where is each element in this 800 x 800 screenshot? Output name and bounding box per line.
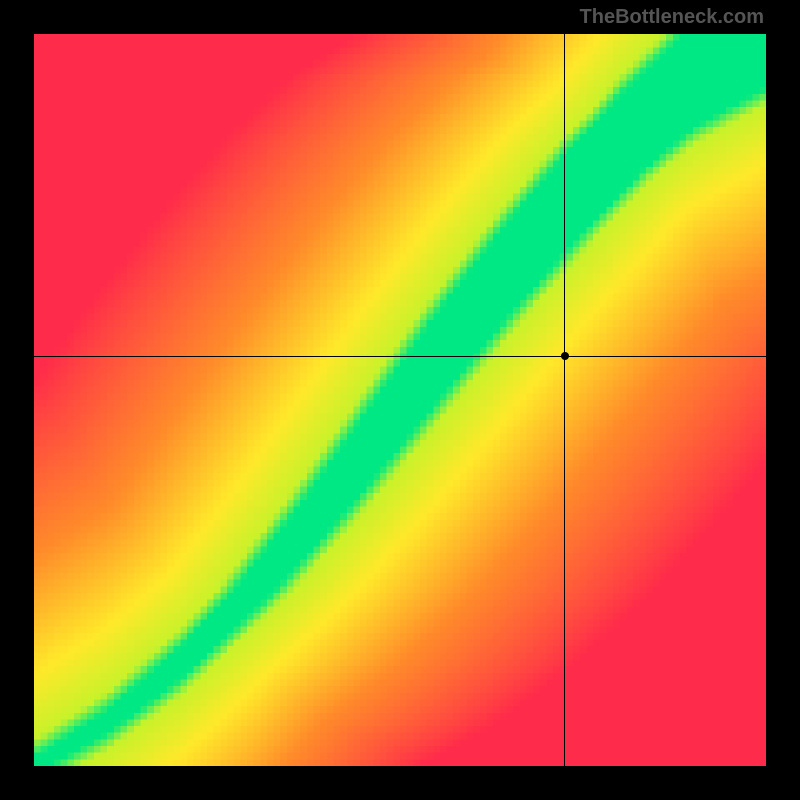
bottleneck-heatmap — [34, 34, 766, 766]
crosshair-marker — [561, 352, 569, 360]
crosshair-horizontal — [34, 356, 766, 357]
chart-container: TheBottleneck.com — [0, 0, 800, 800]
watermark-text: TheBottleneck.com — [580, 6, 764, 29]
crosshair-vertical — [564, 34, 565, 766]
